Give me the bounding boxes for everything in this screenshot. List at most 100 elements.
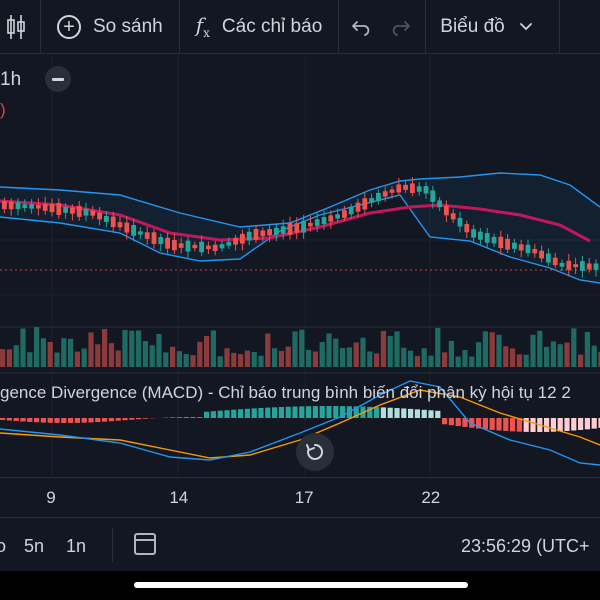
volume-bar — [340, 348, 346, 367]
volume-bar — [598, 351, 600, 367]
function-icon: fx — [195, 13, 210, 40]
volume-bar — [265, 333, 271, 367]
candle-body — [97, 212, 102, 220]
macd-histogram-bar — [448, 418, 454, 426]
volume-bar — [47, 342, 53, 367]
macd-histogram-bar — [258, 407, 264, 418]
macd-histogram-bar — [272, 407, 278, 418]
volume-bar — [102, 329, 108, 367]
candle-body — [573, 264, 578, 268]
candle-body — [355, 202, 361, 212]
volume-bar — [115, 350, 121, 367]
macd-histogram-bar — [176, 417, 182, 418]
redo-button[interactable] — [381, 0, 425, 54]
price-chart[interactable] — [0, 55, 600, 477]
macd-histogram-bar — [571, 418, 577, 431]
candle-body — [138, 231, 143, 235]
candle-body — [219, 244, 225, 249]
macd-histogram-bar — [557, 418, 563, 432]
macd-histogram-bar — [421, 409, 427, 418]
macd-histogram-bar — [40, 418, 46, 423]
reset-chart-button[interactable] — [296, 433, 334, 471]
macd-title[interactable]: gence Divergence (MACD) - Chỉ báo trung … — [0, 383, 571, 402]
chart-type-button[interactable] — [0, 0, 40, 54]
volume-bar — [0, 349, 6, 367]
candle-body — [29, 204, 34, 209]
x-tick-9: 9 — [46, 488, 56, 507]
candle-body — [36, 205, 41, 209]
volume-bar — [88, 332, 94, 367]
range-1n-button[interactable]: 1n — [66, 536, 87, 556]
macd-histogram-bar — [523, 418, 529, 432]
candle-body — [348, 206, 354, 215]
x-tick-17: 17 — [294, 488, 314, 507]
macd-histogram-bar — [204, 411, 210, 418]
candle-body — [478, 231, 483, 240]
chart-menu-button[interactable]: Biểu đồ — [426, 0, 542, 54]
macd-histogram-bar — [401, 408, 407, 418]
macd-histogram-bar — [394, 408, 400, 418]
volume-bar — [394, 331, 400, 367]
candle-body — [117, 222, 123, 228]
candle-body — [178, 243, 184, 248]
calendar-icon[interactable] — [134, 533, 156, 555]
macd-histogram-bar — [74, 418, 80, 423]
macd-histogram-bar — [129, 418, 135, 420]
macd-histogram-bar — [476, 418, 482, 429]
candle-body — [158, 237, 164, 245]
volume-bar — [496, 334, 502, 367]
candle-body — [233, 237, 238, 245]
macd-histogram-bar — [170, 417, 176, 418]
macd-histogram-bar — [190, 417, 196, 418]
macd-histogram-bar — [13, 418, 19, 422]
macd-histogram-bar — [6, 418, 12, 421]
volume-bar — [448, 340, 454, 367]
candle-body — [280, 226, 286, 234]
macd-histogram-bar — [550, 418, 556, 432]
indicators-button[interactable]: fx Các chỉ báo — [180, 0, 339, 54]
volume-bar — [170, 346, 176, 367]
macd-histogram-bar — [231, 409, 237, 418]
macd-histogram-bar — [251, 408, 257, 418]
collapse-legend-button[interactable] — [45, 66, 71, 92]
time-axis[interactable]: 9 14 17 22 — [0, 477, 600, 517]
volume-bar — [238, 354, 244, 367]
macd-histogram-bar — [340, 406, 346, 418]
undo-button[interactable] — [339, 0, 381, 54]
candle-body — [124, 222, 130, 233]
macd-histogram-bar — [428, 410, 434, 418]
volume-bar — [516, 354, 522, 367]
volume-bar — [258, 355, 264, 367]
macd-histogram-bar — [496, 418, 502, 431]
interval-label[interactable]: 1h — [0, 69, 22, 90]
volume-bar — [380, 330, 386, 367]
macd-histogram-bar — [136, 418, 142, 420]
home-indicator[interactable] — [134, 582, 468, 588]
volume-bar — [190, 355, 196, 367]
volume-bar — [251, 352, 257, 367]
macd-histogram-bar — [224, 410, 230, 418]
range-5n-button[interactable]: 5n — [24, 536, 45, 556]
volume-bar — [435, 327, 441, 367]
volume-bar — [374, 353, 380, 367]
candle-body — [450, 213, 456, 220]
candle-body — [206, 245, 211, 250]
home-area — [0, 571, 600, 600]
compare-label: So sánh — [93, 15, 163, 37]
volume-bar — [578, 354, 584, 367]
compare-button[interactable]: + So sánh — [41, 0, 179, 54]
volume-bar — [462, 350, 468, 367]
candle-body — [580, 261, 585, 271]
candle-body — [144, 232, 150, 239]
clock-timezone[interactable]: 23:56:29 (UTC+ — [461, 536, 590, 556]
volume-bar — [306, 349, 312, 367]
candle-body — [151, 232, 157, 244]
range-button[interactable]: o — [0, 536, 7, 556]
macd-histogram-bar — [54, 418, 60, 423]
volume-bar — [129, 330, 135, 367]
volume-bar — [333, 338, 339, 367]
candle-body — [552, 257, 558, 266]
volume-bar — [557, 344, 563, 367]
candle-body — [226, 241, 232, 246]
volume-bar — [108, 343, 114, 367]
